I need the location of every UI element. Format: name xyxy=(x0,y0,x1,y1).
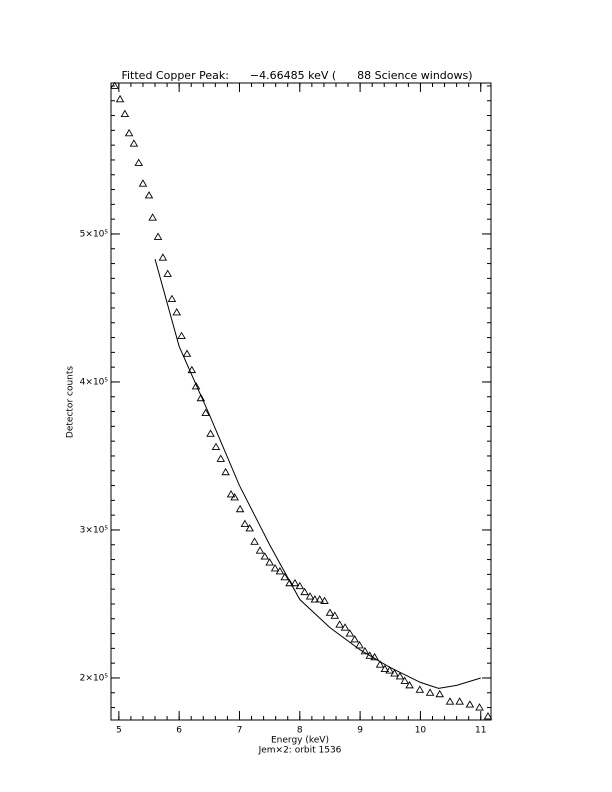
data-point xyxy=(196,393,206,402)
data-point xyxy=(115,94,125,103)
data-point xyxy=(240,519,250,527)
data-point xyxy=(144,191,154,199)
data-point xyxy=(355,641,364,649)
data-point xyxy=(300,587,309,596)
data-point xyxy=(390,669,399,677)
data-point xyxy=(385,666,394,674)
data-point xyxy=(226,490,236,498)
data-point xyxy=(455,697,464,705)
data-point xyxy=(255,546,265,554)
data-point xyxy=(129,139,139,147)
chart-title: Fitted Copper Peak: −4.66485 keV ( 88 Sc… xyxy=(121,69,472,82)
data-point xyxy=(375,660,385,668)
data-point xyxy=(206,429,215,437)
subtitle: Jem×2: orbit 1536 xyxy=(258,746,342,756)
data-point xyxy=(275,567,285,575)
data-point xyxy=(191,382,201,390)
x-axis-label: Energy (keV) xyxy=(271,736,329,746)
data-point xyxy=(320,596,329,604)
data-point xyxy=(285,578,294,587)
data-point xyxy=(260,552,270,560)
data-point xyxy=(465,700,475,708)
x-tick-label: 8 xyxy=(297,726,303,736)
data-point xyxy=(187,365,197,374)
data-point xyxy=(270,564,280,572)
data-point xyxy=(211,442,221,451)
data-point xyxy=(230,493,239,501)
plot-frame xyxy=(110,82,492,721)
x-tick-label: 5 xyxy=(116,726,122,736)
data-point xyxy=(134,158,144,166)
data-point xyxy=(163,269,172,277)
data-point xyxy=(182,349,192,357)
x-tick-label: 11 xyxy=(475,726,486,736)
data-point xyxy=(325,608,335,616)
data-point xyxy=(330,611,340,619)
x-tick-label: 7 xyxy=(237,726,243,736)
data-point xyxy=(110,81,119,89)
y-tick-label: 5×10⁵ xyxy=(80,229,109,239)
x-tick-label: 9 xyxy=(357,726,363,736)
data-point xyxy=(475,703,484,711)
data-point xyxy=(395,672,405,680)
data-point xyxy=(350,635,359,643)
data-point xyxy=(360,646,370,655)
data-point xyxy=(153,232,163,240)
data-point xyxy=(216,454,226,462)
data-point xyxy=(245,524,255,532)
y-tick-label: 4×10⁵ xyxy=(80,377,109,387)
data-point xyxy=(167,294,177,303)
data-point xyxy=(250,537,259,545)
fit-line xyxy=(154,258,481,689)
data-point xyxy=(310,595,320,603)
data-point xyxy=(315,595,324,603)
data-point xyxy=(435,689,445,698)
data-point xyxy=(290,578,300,587)
y-tick-label: 3×10⁵ xyxy=(80,525,109,535)
data-point xyxy=(345,629,355,637)
data-point xyxy=(265,558,274,566)
y-tick-label: 2×10⁵ xyxy=(80,673,109,683)
data-point xyxy=(124,128,134,137)
data-point xyxy=(340,623,350,631)
data-point xyxy=(445,697,455,705)
data-point xyxy=(280,572,289,581)
data-point xyxy=(415,685,425,693)
data-point xyxy=(235,504,245,513)
data-point xyxy=(221,467,230,476)
data-point xyxy=(400,676,410,684)
data-point xyxy=(305,592,315,600)
data-point xyxy=(335,620,344,628)
data-point xyxy=(483,712,493,720)
data-point xyxy=(365,651,375,659)
data-point xyxy=(405,680,414,689)
x-tick-label: 10 xyxy=(415,726,427,736)
x-tick-label: 6 xyxy=(176,726,182,736)
data-point xyxy=(158,253,168,261)
data-point xyxy=(295,581,305,590)
data-point xyxy=(201,408,210,416)
y-axis-label: Detector counts xyxy=(66,366,76,438)
data-point xyxy=(177,331,186,340)
data-point xyxy=(148,213,157,221)
data-point xyxy=(120,109,130,118)
data-point xyxy=(380,664,390,673)
data-point xyxy=(370,652,379,661)
data-point xyxy=(172,308,182,316)
data-point xyxy=(425,688,435,696)
data-point xyxy=(138,179,148,187)
